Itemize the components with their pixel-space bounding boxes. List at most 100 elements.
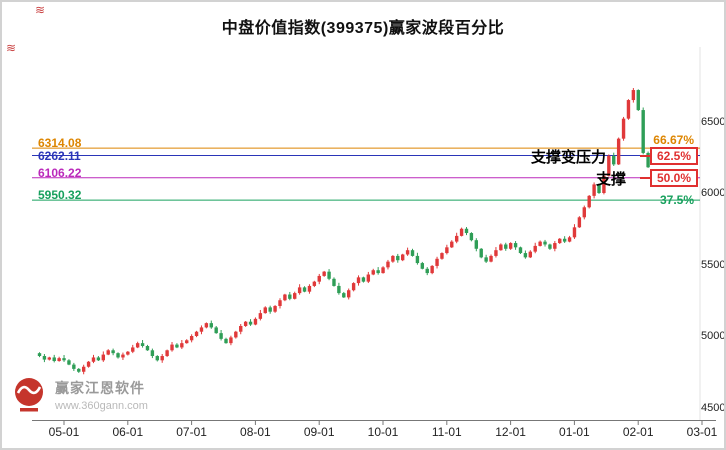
candle-body	[641, 110, 645, 153]
candle-body	[317, 275, 321, 282]
candle-body	[454, 235, 459, 242]
level-value-label: 6262.11	[38, 149, 81, 164]
candle-body	[47, 357, 52, 360]
candle-body	[243, 321, 248, 326]
annotation-support: 支撑	[595, 170, 626, 188]
candle-body	[37, 353, 42, 357]
x-axis-label: 06-01	[112, 425, 144, 439]
candle-body	[361, 277, 366, 282]
candle-body	[288, 294, 292, 299]
candle-body	[553, 243, 557, 249]
candle-body	[410, 250, 415, 256]
candle-body	[533, 245, 537, 252]
candle-body	[121, 354, 125, 358]
y-axis-label: 4500	[701, 401, 726, 414]
candle-body	[376, 270, 380, 274]
candle-body	[469, 233, 474, 241]
candle-body	[612, 155, 616, 165]
x-axis-label: 03-01	[686, 425, 718, 439]
candle-body	[199, 327, 204, 332]
candle-body	[631, 90, 636, 101]
candle-body	[175, 344, 179, 348]
watermark: 赢家江恩软件 www.360gann.com	[10, 376, 148, 414]
y-axis-label: 5000	[701, 330, 726, 342]
candle-body	[140, 343, 145, 347]
candle-body	[543, 241, 547, 245]
candle-body	[548, 244, 552, 249]
candle-body	[258, 313, 263, 319]
candle-body	[312, 281, 317, 286]
red-wave-mark-icon: ≋	[35, 3, 46, 17]
candle-body	[332, 278, 336, 286]
candle-body	[356, 277, 361, 284]
level-percent-label: 37.5%	[659, 193, 694, 208]
candle-body	[440, 253, 444, 259]
candle-body	[558, 238, 562, 244]
candle-body	[170, 344, 174, 351]
x-axis-label: 02-01	[622, 425, 654, 439]
x-axis-label: 01-01	[559, 425, 590, 439]
x-axis-label: 09-01	[303, 425, 335, 439]
candle-body	[577, 217, 582, 228]
candle-body	[268, 307, 272, 312]
candle-body	[523, 253, 528, 258]
candle-body	[494, 250, 498, 256]
candle-body	[646, 152, 650, 168]
candle-body	[62, 358, 66, 361]
x-axis-label: 05-01	[48, 425, 80, 439]
candle-body	[430, 265, 434, 274]
candle-body	[116, 353, 120, 358]
candle-body	[464, 228, 469, 234]
candle-body	[351, 283, 356, 291]
candle-body	[101, 354, 106, 361]
candle-body	[302, 287, 307, 292]
candle-body	[567, 237, 572, 242]
x-axis-label: 12-01	[495, 425, 526, 439]
candle-body	[337, 285, 341, 294]
candle-body	[415, 255, 420, 264]
candle-body	[322, 271, 326, 276]
candle-body	[508, 243, 513, 249]
candle-body	[381, 267, 385, 274]
watermark-url: www.360gann.com	[55, 400, 148, 412]
candle-body	[572, 227, 577, 238]
watermark-logo-icon	[15, 378, 43, 412]
candle-body	[91, 357, 96, 362]
candle-body	[342, 293, 346, 298]
x-axis-label: 08-01	[240, 425, 271, 439]
level-percent-box: 62.5%	[649, 146, 698, 165]
candle-body	[450, 241, 454, 248]
level-leader-line	[640, 154, 650, 157]
x-axis-label: 07-01	[176, 425, 207, 439]
candle-body	[425, 268, 429, 274]
candle-body	[474, 240, 479, 249]
watermark-text: 赢家江恩软件 www.360gann.com	[55, 378, 148, 412]
candle-body	[67, 360, 71, 365]
candle-body	[479, 248, 483, 258]
candle-body	[626, 100, 631, 119]
candle-body	[445, 247, 449, 254]
candle-body	[391, 255, 395, 262]
candle-body	[96, 357, 101, 361]
candle-body	[209, 323, 213, 328]
candle-body	[513, 243, 518, 248]
candle-body	[396, 255, 400, 261]
candle-body	[484, 257, 488, 262]
candle-body	[297, 287, 302, 294]
candle-body	[57, 358, 61, 362]
candle-body	[86, 361, 91, 367]
candle-body	[386, 261, 390, 268]
candle-body	[224, 338, 228, 344]
candle-body	[234, 331, 238, 338]
candle-body	[366, 274, 371, 282]
candle-body	[597, 184, 601, 193]
candle-body	[189, 336, 194, 341]
candle-body	[587, 195, 591, 208]
annotation-support-turns-resistance: 支撑变压力	[530, 148, 606, 166]
candle-body	[126, 351, 130, 355]
x-axis-label: 11-01	[431, 425, 462, 439]
candle-body	[135, 343, 140, 348]
candle-body	[420, 263, 425, 269]
